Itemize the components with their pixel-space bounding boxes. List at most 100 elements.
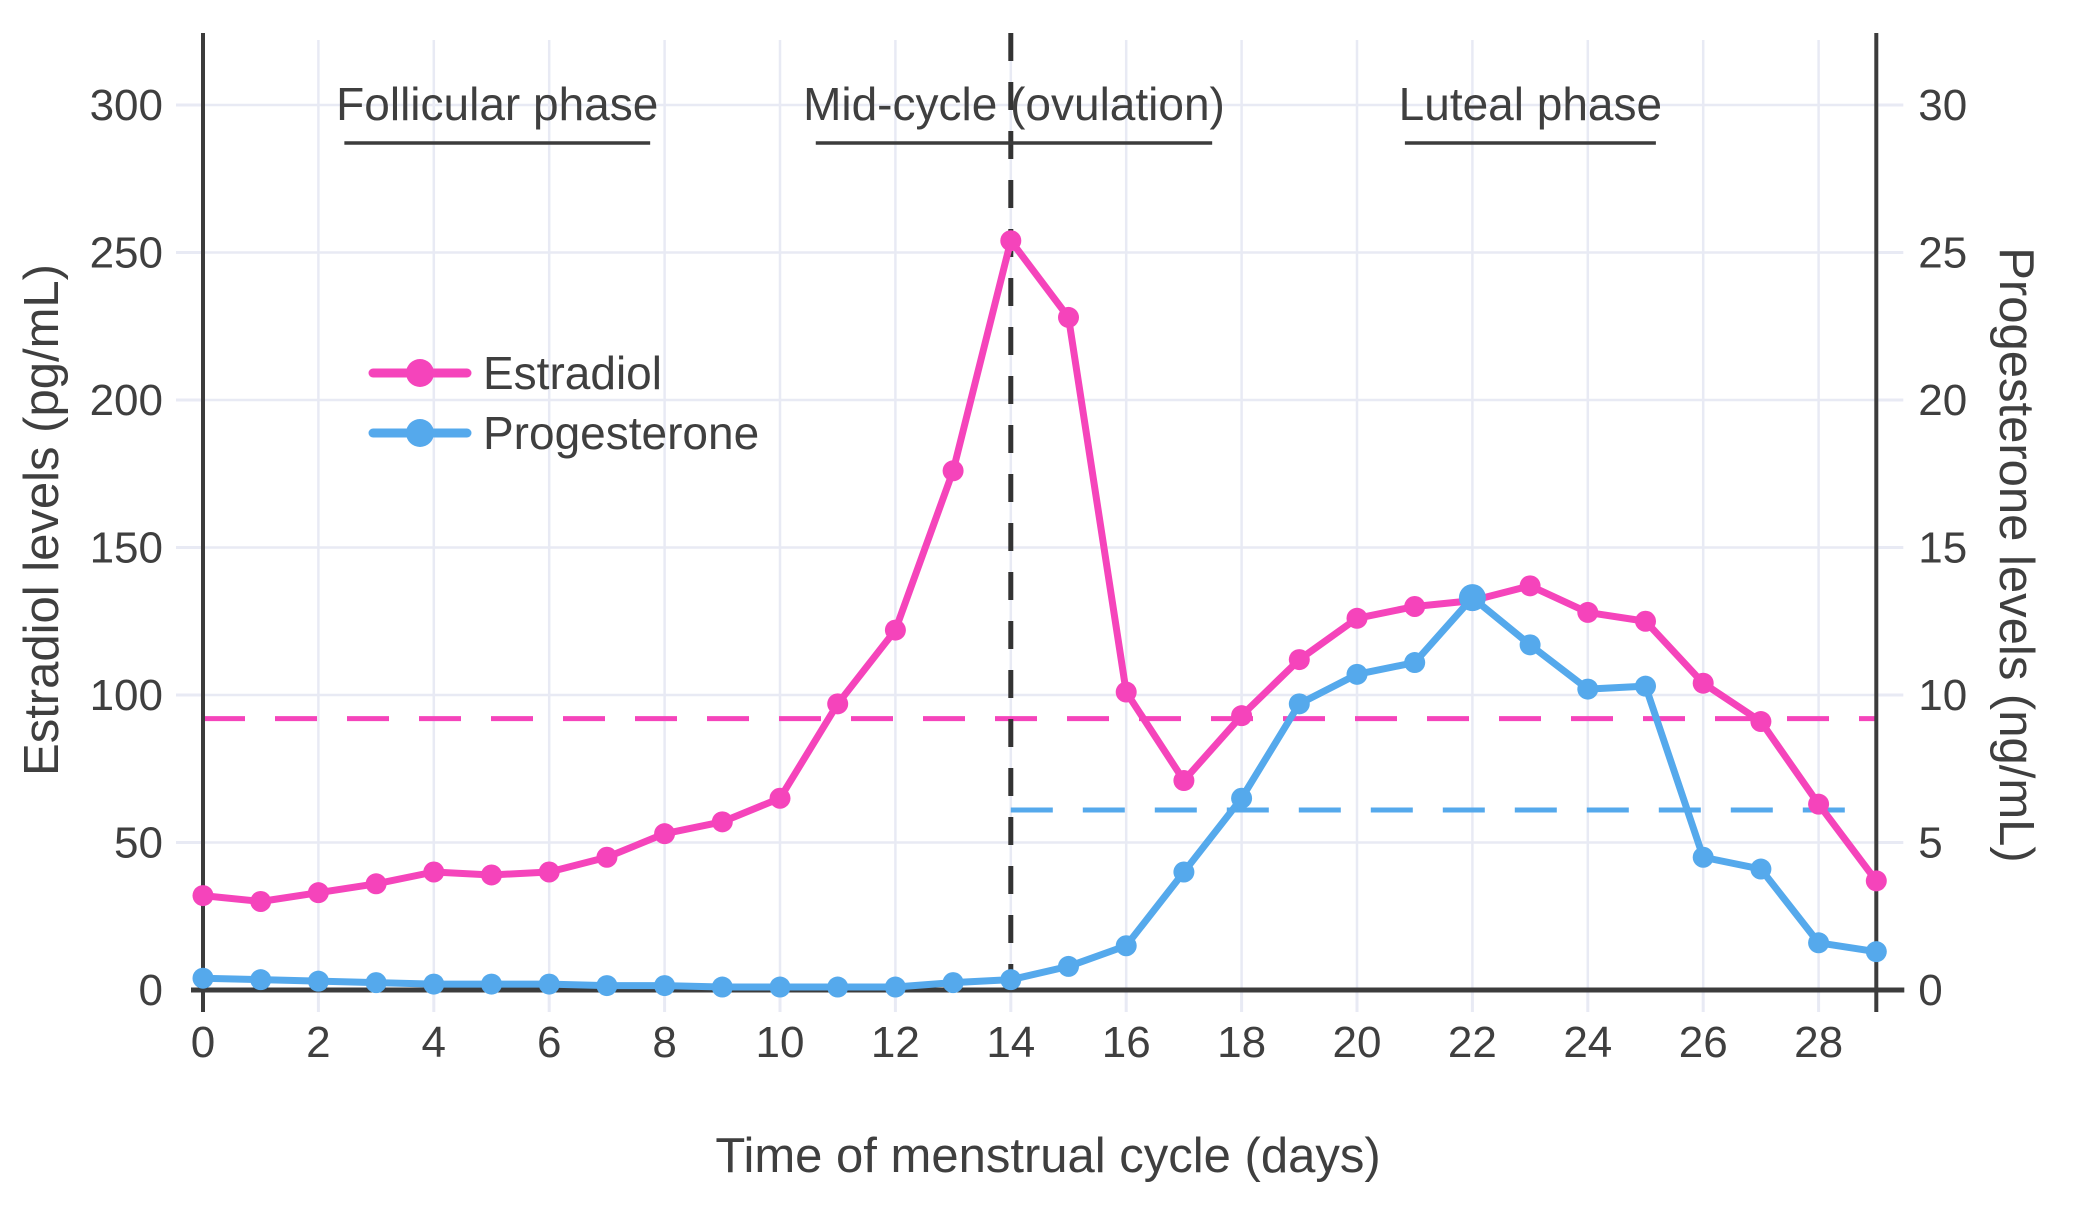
- left-axis-tick-label: 100: [90, 671, 163, 720]
- progesterone-marker: [1577, 678, 1599, 700]
- phase-label: Luteal phase: [1399, 78, 1662, 130]
- estradiol-marker: [365, 873, 387, 895]
- progesterone-marker: [1000, 969, 1022, 991]
- estradiol-marker: [1058, 306, 1079, 328]
- progesterone-marker: [1058, 955, 1079, 977]
- left-axis-tick-label: 50: [114, 819, 163, 868]
- estradiol-marker: [1808, 793, 1830, 815]
- estradiol-marker: [1519, 575, 1541, 597]
- estradiol-marker: [596, 846, 618, 868]
- progesterone-marker: [1404, 652, 1426, 674]
- x-axis-tick-label: 6: [537, 1018, 561, 1067]
- estradiol-marker: [1288, 649, 1310, 671]
- progesterone-line: [199, 594, 1880, 991]
- data-series-layer: [192, 230, 1887, 998]
- x-axis-tick-label: 18: [1217, 1018, 1266, 1067]
- progesterone-marker: [365, 972, 387, 994]
- estradiol-marker: [1865, 870, 1887, 892]
- legend-item-progesterone: Progesterone: [368, 407, 759, 459]
- progesterone-marker: [1692, 846, 1714, 868]
- progesterone-marker: [1750, 858, 1772, 880]
- right-axis-tick-label: 20: [1918, 376, 1967, 425]
- estradiol-marker: [1173, 770, 1195, 792]
- left-axis-tick-label: 0: [139, 966, 163, 1015]
- progesterone-marker: [423, 973, 445, 995]
- estradiol-marker: [307, 882, 329, 904]
- x-axis-tick-label: 22: [1448, 1018, 1497, 1067]
- estradiol-marker: [884, 619, 906, 641]
- progesterone-marker: [481, 973, 502, 995]
- legend-item-estradiol: Estradiol: [368, 347, 662, 399]
- estradiol-marker: [1000, 230, 1022, 252]
- left-axis-title: Estradiol levels (pg/mL): [15, 264, 69, 776]
- x-axis-tick-label: 26: [1679, 1018, 1728, 1067]
- estradiol-marker: [1750, 711, 1772, 733]
- right-axis-tick-label: 30: [1918, 81, 1967, 130]
- estradiol-marker: [827, 693, 849, 715]
- estradiol-marker: [538, 861, 560, 883]
- right-axis-tick-label: 5: [1918, 819, 1942, 868]
- x-axis-tick-label: 0: [191, 1018, 215, 1067]
- left-axis-tick-label: 200: [90, 376, 163, 425]
- x-axis-tick-label: 8: [652, 1018, 676, 1067]
- axes-spines-layer: [191, 33, 1905, 1012]
- estradiol-line: [199, 237, 1880, 905]
- progesterone-marker: [769, 976, 791, 998]
- progesterone-marker: [1346, 663, 1368, 685]
- progesterone-marker: [1173, 861, 1195, 883]
- progesterone-marker: [1231, 787, 1253, 809]
- legend: Estradiol Progesterone: [368, 347, 759, 459]
- progesterone-marker: [192, 967, 214, 989]
- right-axis-title: Progesterone levels (ng/mL): [1989, 247, 2043, 863]
- progesterone-marker: [1635, 675, 1656, 697]
- progesterone-marker: [884, 976, 906, 998]
- x-axis-tick-label: 28: [1794, 1018, 1843, 1067]
- x-axis-title: Time of menstrual cycle (days): [715, 1129, 1380, 1183]
- progesterone-marker: [1458, 584, 1486, 612]
- estradiol-marker: [711, 811, 733, 833]
- estradiol-marker: [423, 861, 445, 883]
- estradiol-marker: [250, 891, 272, 912]
- progesterone-marker: [596, 975, 618, 997]
- estradiol-marker: [1635, 610, 1656, 632]
- phase-annotations-layer: Follicular phase Mid-cycle (ovulation) Lut…: [336, 78, 1662, 145]
- gridlines-layer: [176, 40, 1904, 1012]
- right-axis-tick-label: 10: [1918, 671, 1967, 720]
- x-axis-tick-label: 14: [986, 1018, 1035, 1067]
- progesterone-marker: [1288, 693, 1310, 715]
- estradiol-marker: [1346, 607, 1368, 629]
- estradiol-marker: [769, 787, 791, 809]
- estradiol-marker: [1577, 601, 1599, 623]
- progesterone-marker: [711, 976, 733, 998]
- estradiol-marker: [192, 885, 214, 907]
- progesterone-legend-label: Progesterone: [483, 407, 759, 459]
- progesterone-marker: [1808, 932, 1830, 954]
- progesterone-marker: [1865, 941, 1887, 963]
- x-axis-tick-label: 16: [1102, 1018, 1151, 1067]
- progesterone-marker: [538, 973, 560, 995]
- right-axis-tick-label: 25: [1918, 229, 1967, 278]
- progesterone-marker: [942, 972, 964, 994]
- reference-lines-layer: [203, 33, 1877, 990]
- x-axis-tick-label: 12: [871, 1018, 920, 1067]
- estradiol-marker: [481, 864, 502, 886]
- x-axis-tick-label: 2: [306, 1018, 330, 1067]
- right-axis-tick-label: 0: [1918, 966, 1942, 1015]
- progesterone-marker: [307, 970, 329, 992]
- right-axis-tick-label: 15: [1918, 524, 1967, 573]
- estradiol-marker: [654, 823, 676, 845]
- phase-label: Follicular phase: [336, 78, 658, 130]
- x-axis-tick-label: 20: [1333, 1018, 1382, 1067]
- x-axis-tick-label: 10: [756, 1018, 805, 1067]
- left-axis-tick-label: 250: [90, 229, 163, 278]
- estradiol-legend-label: Estradiol: [483, 347, 662, 399]
- x-axis-tick-label: 24: [1563, 1018, 1612, 1067]
- estradiol-marker: [1404, 596, 1426, 617]
- progesterone-marker: [250, 969, 272, 991]
- progesterone-marker: [827, 976, 849, 998]
- estradiol-marker: [1115, 681, 1137, 703]
- progesterone-marker: [1519, 634, 1541, 656]
